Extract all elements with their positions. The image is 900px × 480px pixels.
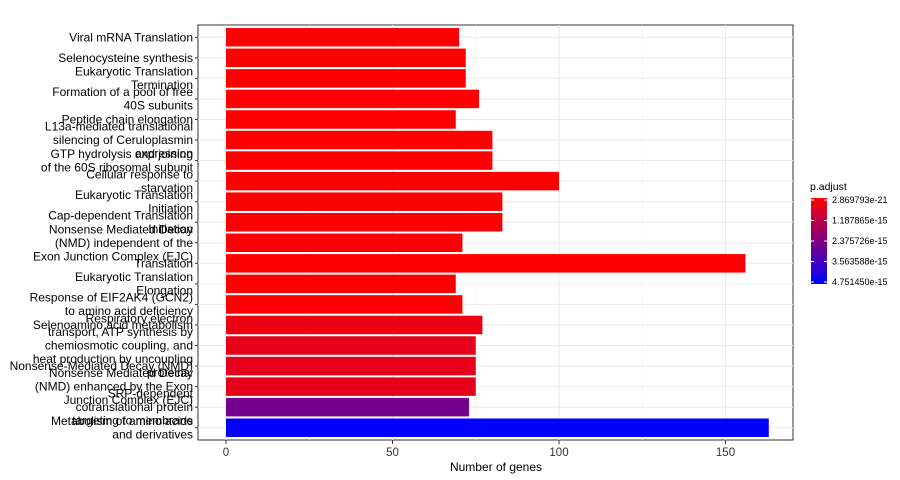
category-label: SRP-dependent cotranslational protein targ…	[72, 387, 193, 428]
legend-tick-label: 4.751450e-15	[832, 277, 888, 287]
bar	[226, 110, 456, 129]
bar	[226, 295, 463, 314]
bar	[226, 377, 476, 396]
bar	[226, 336, 476, 355]
bar	[226, 130, 493, 150]
category-label: Selenocysteine synthesis	[58, 51, 193, 65]
category-label: Selenoamino acid metabolism	[33, 318, 193, 332]
legend-title: p.adjust	[810, 181, 847, 193]
bar	[226, 254, 746, 273]
category-label: Cellular response to starvation	[86, 167, 193, 195]
x-tick-label: 50	[386, 447, 399, 459]
x-tick-label: 100	[549, 447, 568, 459]
bar	[226, 89, 480, 109]
category-label: Respiratory electron transport, ATP synth…	[33, 312, 193, 380]
bar	[226, 212, 503, 232]
category-label: Cap-dependent Translation Initiation	[48, 208, 193, 236]
category-labels: Viral mRNA Translation Selenocysteine syn…	[10, 30, 198, 441]
category-label: Formation of a pool of free 40S subunits	[52, 85, 193, 113]
legend-tick-label: 1.187865e-15	[832, 216, 888, 226]
category-label: Nonsense Mediated Decay (NMD) independent…	[33, 222, 193, 263]
bar	[226, 418, 769, 437]
category-label: Eukaryotic Translation Initiation	[75, 188, 193, 216]
category-label: Viral mRNA Translation	[69, 30, 193, 44]
x-tick-label: 150	[716, 447, 735, 459]
bar	[226, 315, 483, 335]
bar	[226, 151, 493, 170]
legend-tick-label: 2.869793e-21	[832, 195, 888, 205]
bars	[226, 28, 769, 437]
legend-tick-label: 3.563588e-15	[832, 257, 888, 267]
bar	[226, 69, 466, 88]
bar	[226, 192, 503, 211]
category-label: Metabolism of amino acids and derivatives	[51, 414, 193, 442]
legend-ticks: 2.869793e-21 1.187865e-15 2.375726e-15 3.56…	[811, 195, 888, 287]
x-axis: 0 50 100 150	[223, 440, 735, 459]
category-label: Response of EIF2AK4 (GCN2) to amino acid …	[30, 291, 193, 319]
category-label: GTP hydrolysis and joining of the 60S rib…	[41, 147, 194, 175]
bar	[226, 356, 476, 376]
bar	[226, 48, 466, 68]
category-label: Nonsense-Mediated Decay (NMD)	[10, 359, 193, 373]
legend: p.adjust 2.869793e-21 1.187865e-15 2.37572…	[810, 181, 888, 287]
bar	[226, 274, 456, 294]
legend-tick-label: 2.375726e-15	[832, 236, 888, 246]
category-label: Peptide chain elongation	[62, 112, 193, 126]
category-label: Eukaryotic Translation Termination	[75, 65, 193, 93]
category-label: L13a-mediated translational silencing of …	[45, 120, 193, 161]
x-tick-label: 0	[223, 447, 229, 459]
category-label: Nonsense Mediated Decay (NMD) enhanced by…	[35, 366, 193, 407]
bar	[226, 171, 559, 191]
bar	[226, 233, 463, 253]
x-axis-title: Number of genes	[450, 460, 542, 474]
legend-colorbar	[811, 198, 827, 284]
category-label: Eukaryotic Translation Elongation	[75, 270, 193, 298]
bar	[226, 28, 460, 47]
category-label: Translation	[134, 256, 193, 270]
bar	[226, 397, 470, 417]
